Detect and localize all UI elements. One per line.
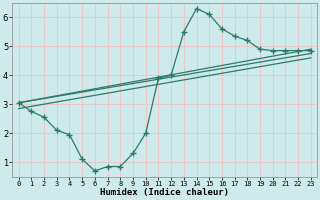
X-axis label: Humidex (Indice chaleur): Humidex (Indice chaleur) xyxy=(100,188,229,197)
